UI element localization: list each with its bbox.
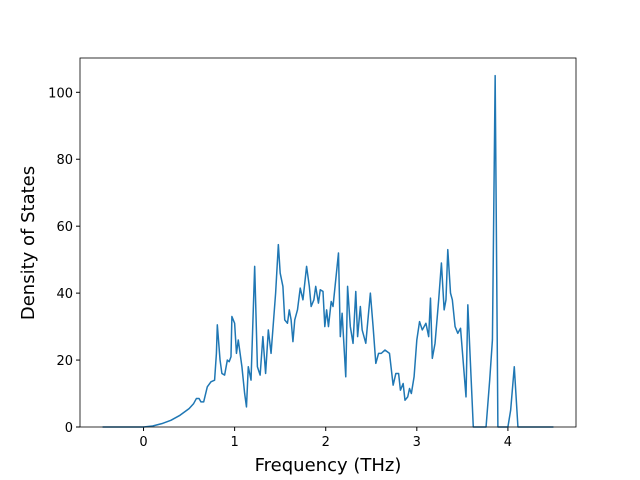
x-tick-label: 4 bbox=[504, 435, 512, 450]
data-line bbox=[102, 74, 554, 428]
x-tick-label: 1 bbox=[230, 435, 238, 450]
y-tick-label: 0 bbox=[65, 421, 73, 436]
x-tick-label: 2 bbox=[322, 435, 330, 450]
x-tick-label: 0 bbox=[139, 435, 147, 450]
plot-frame bbox=[79, 57, 577, 428]
y-tick-label: 20 bbox=[56, 354, 73, 369]
y-axis-label: Density of States bbox=[18, 166, 39, 320]
y-tick-label: 80 bbox=[56, 153, 73, 168]
x-tick-label: 3 bbox=[413, 435, 421, 450]
y-tick-label: 60 bbox=[56, 220, 73, 235]
y-tick-label: 40 bbox=[56, 287, 73, 302]
x-axis-label: Frequency (THz) bbox=[255, 455, 402, 476]
y-tick-label: 100 bbox=[48, 86, 73, 101]
